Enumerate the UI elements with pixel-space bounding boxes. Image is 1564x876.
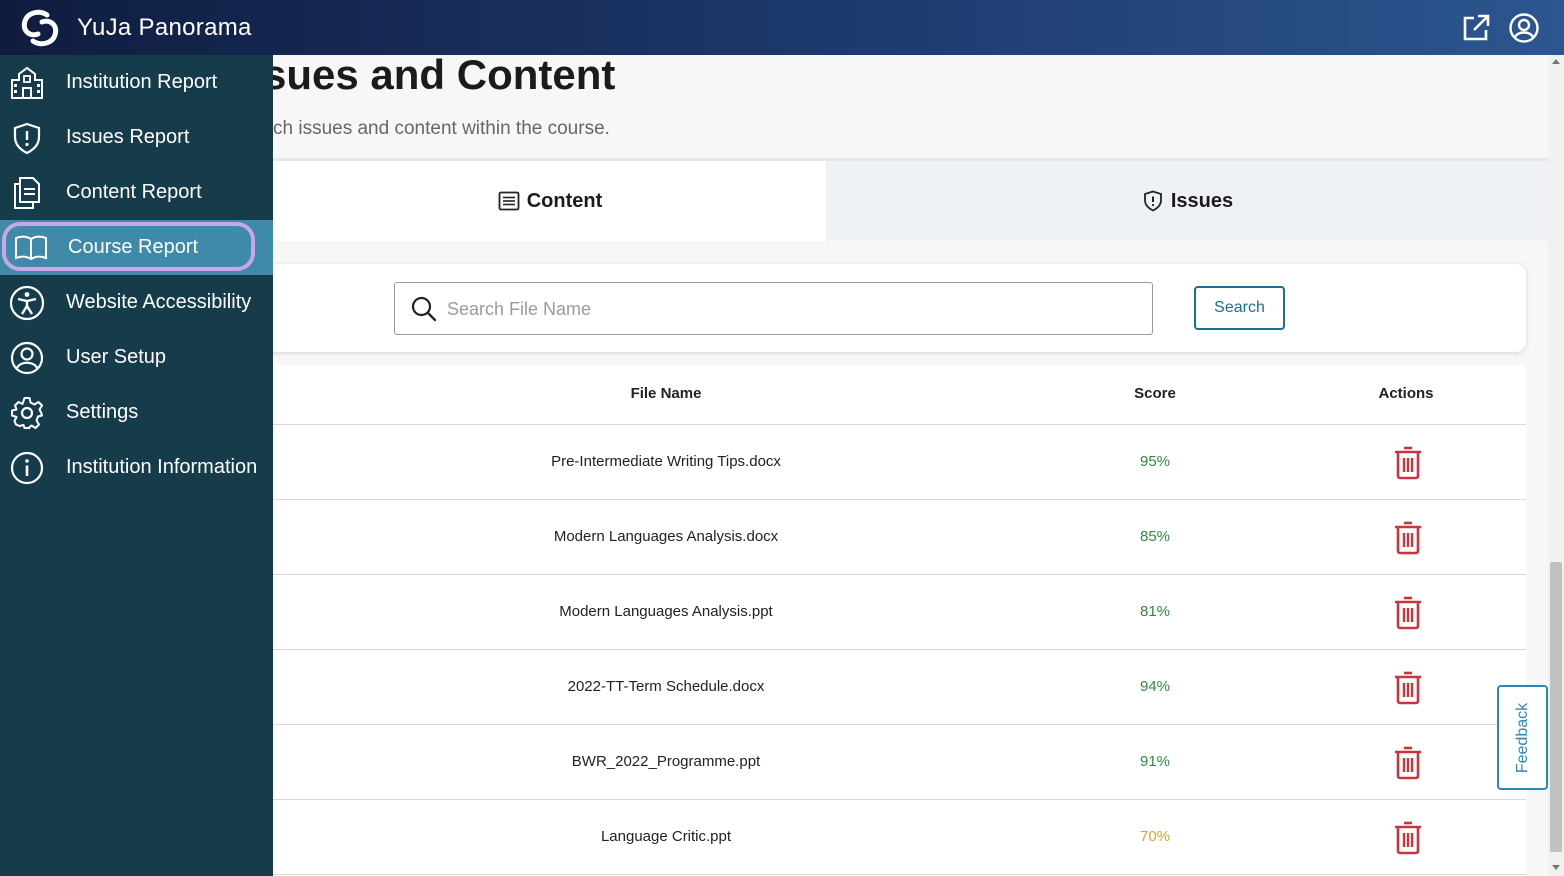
building-icon [11, 66, 43, 99]
search-card: Search [273, 264, 1526, 352]
table-row[interactable]: Language Critic.ppt 70% [273, 800, 1526, 875]
table-row[interactable]: Modern Languages Analysis.ppt 81% [273, 575, 1526, 650]
tab-content[interactable]: Content [273, 161, 826, 241]
table-row[interactable]: BWR_2022_Programme.ppt 91% [273, 725, 1526, 800]
sidebar-item-label: Website Accessibility [66, 291, 252, 313]
page-title: sues and Content [273, 55, 616, 98]
search-icon [411, 296, 437, 322]
info-icon [10, 451, 44, 484]
sidebar-item-user-setup[interactable]: User Setup [0, 330, 273, 385]
sidebar-item-institution-report[interactable]: Institution Report [0, 55, 273, 110]
external-link-icon[interactable] [1460, 12, 1492, 44]
search-button[interactable]: Search [1194, 286, 1285, 330]
sidebar-item-website-accessibility[interactable]: Website Accessibility [0, 275, 273, 330]
column-header-actions: Actions [1378, 385, 1434, 402]
search-input[interactable] [447, 293, 1137, 325]
score-cell: 70% [1139, 828, 1171, 845]
trash-icon[interactable] [1393, 519, 1423, 555]
user-circle-icon [10, 341, 44, 374]
sidebar-item-label: Institution Report [66, 71, 218, 93]
sidebar-item-issues-report[interactable]: Issues Report [0, 110, 273, 165]
trash-icon[interactable] [1393, 444, 1423, 480]
trash-icon[interactable] [1393, 744, 1423, 780]
trash-icon[interactable] [1393, 819, 1423, 855]
sidebar-item-label: Settings [66, 401, 139, 423]
sidebar-item-label: Content Report [66, 181, 202, 203]
trash-icon[interactable] [1393, 594, 1423, 630]
sidebar-item-label: User Setup [66, 346, 167, 368]
score-cell: 81% [1139, 603, 1171, 620]
user-circle-icon[interactable] [1508, 12, 1540, 44]
score-cell: 85% [1139, 528, 1171, 545]
sidebar: Institution Report Issues Report Content… [0, 55, 273, 876]
yuja-logo-icon[interactable] [20, 9, 60, 47]
shield-icon [1143, 190, 1162, 212]
scrollbar-thumb[interactable] [1550, 562, 1562, 852]
sidebar-item-settings[interactable]: Settings [0, 385, 273, 440]
file-name-cell: 2022-TT-Term Schedule.docx [567, 678, 765, 695]
main-content: sues and Content ch issues and content w… [273, 55, 1548, 876]
documents-icon [14, 176, 40, 209]
book-icon [15, 235, 47, 260]
gear-icon [11, 396, 43, 429]
sidebar-item-content-report[interactable]: Content Report [0, 165, 273, 220]
accessibility-icon [9, 285, 45, 320]
trash-icon[interactable] [1393, 669, 1423, 705]
column-header-score[interactable]: Score [1134, 385, 1176, 402]
app-title: YuJa Panorama [77, 14, 252, 41]
content-table: File Name Score Actions Pre-Intermediate… [273, 365, 1526, 876]
file-name-cell: Modern Languages Analysis.docx [553, 528, 779, 545]
table-row[interactable]: 2022-TT-Term Schedule.docx 94% [273, 650, 1526, 725]
sidebar-item-institution-information[interactable]: Institution Information [0, 440, 273, 495]
search-box [394, 282, 1153, 335]
scroll-up-arrow-icon[interactable] [1552, 59, 1560, 64]
sidebar-item-course-report[interactable]: Course Report [0, 220, 273, 275]
column-header-file-name[interactable]: File Name [630, 385, 702, 402]
sidebar-item-label: Course Report [68, 236, 199, 258]
sidebar-item-label: Institution Information [66, 456, 258, 478]
list-icon [498, 191, 520, 211]
feedback-label: Feedback [1513, 702, 1531, 773]
top-header: YuJa Panorama [0, 0, 1564, 55]
score-cell: 94% [1139, 678, 1171, 695]
file-name-cell: Modern Languages Analysis.ppt [559, 603, 773, 620]
feedback-button[interactable]: Feedback [1497, 685, 1548, 790]
tab-bar: Content Issues [273, 158, 1548, 241]
tab-label: Content [526, 189, 603, 212]
score-cell: 95% [1139, 453, 1171, 470]
score-cell: 91% [1139, 753, 1171, 770]
page-scrollbar[interactable] [1548, 55, 1564, 876]
tab-issues[interactable]: Issues [826, 161, 1548, 241]
page-description: ch issues and content within the course. [273, 118, 610, 139]
file-name-cell: BWR_2022_Programme.ppt [571, 753, 761, 770]
table-row[interactable]: Pre-Intermediate Writing Tips.docx 95% [273, 425, 1526, 500]
table-row[interactable]: Modern Languages Analysis.docx 85% [273, 500, 1526, 575]
file-name-cell: Language Critic.ppt [600, 828, 732, 845]
tab-label: Issues [1170, 189, 1234, 212]
scroll-down-arrow-icon[interactable] [1552, 865, 1560, 870]
shield-icon [13, 122, 41, 154]
sidebar-item-label: Issues Report [66, 126, 190, 148]
table-header: File Name Score Actions [273, 365, 1526, 425]
file-name-cell: Pre-Intermediate Writing Tips.docx [551, 453, 781, 470]
